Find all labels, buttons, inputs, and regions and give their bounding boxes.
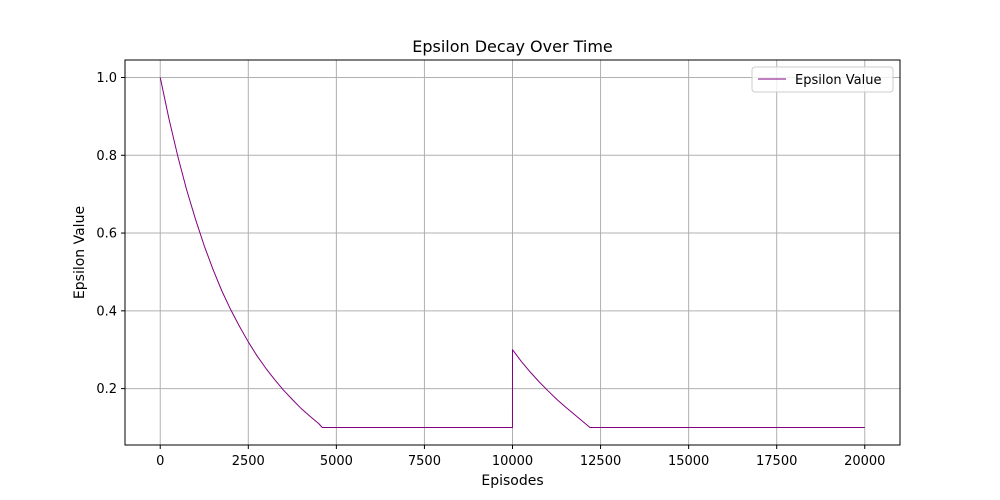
x-axis-ticks: 0 2500 5000 7500 10000 12500 15000 17500 20000 xyxy=(156,445,885,469)
y-axis-ticks: 0.2 0.4 0.6 0.8 1.0 xyxy=(96,71,125,397)
x-tick-label: 5000 xyxy=(320,454,353,469)
x-axis-label: Episodes xyxy=(481,473,543,489)
legend: Epsilon Value xyxy=(751,66,894,93)
chart-title: Epsilon Decay Over Time xyxy=(412,37,613,56)
x-tick-label: 20000 xyxy=(844,454,885,469)
y-tick-label: 1.0 xyxy=(96,71,117,86)
x-tick-label: 17500 xyxy=(756,454,797,469)
legend-label-epsilon: Epsilon Value xyxy=(795,73,882,88)
x-tick-label: 0 xyxy=(156,454,164,469)
y-axis-label: Epsilon Value xyxy=(72,206,88,299)
y-tick-label: 0.2 xyxy=(96,382,117,397)
y-tick-label: 0.8 xyxy=(96,149,117,164)
y-tick-label: 0.4 xyxy=(96,304,117,319)
x-tick-label: 15000 xyxy=(668,454,709,469)
y-tick-label: 0.6 xyxy=(96,227,117,242)
series-layer xyxy=(159,77,865,428)
series-line-epsilon xyxy=(159,77,865,428)
x-tick-label: 10000 xyxy=(492,454,533,469)
legend-box xyxy=(751,66,894,93)
x-tick-label: 2500 xyxy=(232,454,265,469)
x-tick-label: 7500 xyxy=(408,454,441,469)
x-tick-label: 12500 xyxy=(580,454,621,469)
